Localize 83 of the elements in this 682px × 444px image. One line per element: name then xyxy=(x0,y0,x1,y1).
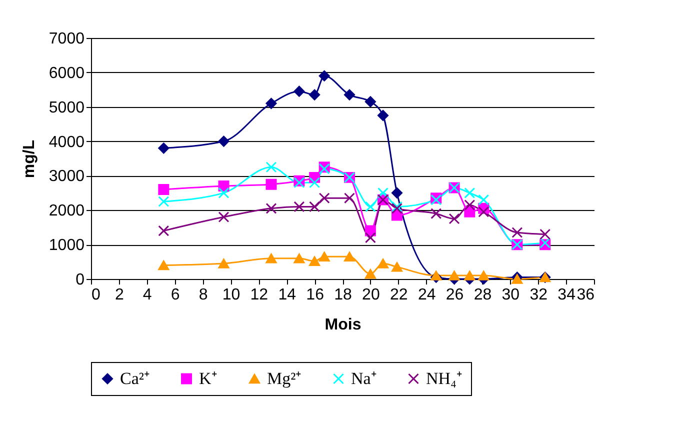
point xyxy=(364,96,376,108)
point xyxy=(158,184,170,195)
point xyxy=(378,110,389,121)
point xyxy=(218,212,230,223)
point xyxy=(464,270,476,280)
x-tick-label: 8 xyxy=(198,286,208,304)
point xyxy=(218,258,230,268)
point xyxy=(294,201,305,212)
y-tick-label: 6000 xyxy=(48,64,85,82)
point xyxy=(318,252,330,262)
point xyxy=(158,142,170,154)
legend-label: NH₄⁺ xyxy=(426,368,462,388)
legend-label: K⁺ xyxy=(199,368,218,388)
x-tick-label: 6 xyxy=(170,286,180,304)
y-axis-title: mg/L xyxy=(20,140,38,178)
point xyxy=(512,274,523,284)
x-tick-label: 18 xyxy=(334,286,352,304)
legend-label: Ca²⁺ xyxy=(120,368,150,388)
point xyxy=(266,253,277,264)
y-tick-label: 0 xyxy=(76,272,85,288)
point xyxy=(294,253,305,264)
y-tick-label: 2000 xyxy=(48,202,85,220)
point xyxy=(309,177,320,188)
legend-label: Na⁺ xyxy=(351,368,377,388)
point xyxy=(309,201,320,212)
x-tick-label: 0 xyxy=(92,286,100,304)
point xyxy=(464,199,476,210)
point xyxy=(464,187,476,198)
x-tick-label: 34 xyxy=(558,286,576,304)
point xyxy=(158,225,170,236)
y-tick-label: 5000 xyxy=(48,99,85,116)
point xyxy=(448,213,460,224)
point xyxy=(540,228,551,240)
point xyxy=(266,178,277,190)
point xyxy=(364,201,376,212)
x-tick-label: 26 xyxy=(446,286,464,304)
point xyxy=(378,258,389,268)
point xyxy=(344,89,355,100)
x-tick-label: 20 xyxy=(362,286,380,304)
point xyxy=(392,262,402,272)
point xyxy=(512,227,523,238)
point xyxy=(218,136,230,147)
point xyxy=(318,192,330,204)
point xyxy=(364,232,376,244)
x-tick-label: 10 xyxy=(222,286,240,304)
point xyxy=(430,270,442,280)
point xyxy=(448,270,460,280)
x-tick-label: 22 xyxy=(390,286,408,304)
x-tick-label: 28 xyxy=(474,286,492,304)
point xyxy=(378,187,389,198)
y-tick-label: 1000 xyxy=(48,237,85,254)
legend-label: Mg²⁺ xyxy=(267,368,302,388)
point xyxy=(266,162,277,173)
point xyxy=(294,86,305,97)
point xyxy=(430,208,442,220)
x-tick-label: 16 xyxy=(306,286,324,304)
point xyxy=(392,187,402,198)
point xyxy=(266,202,277,214)
point xyxy=(344,192,355,204)
y-tick-label: 7000 xyxy=(48,30,85,48)
x-tick-label: 32 xyxy=(530,286,548,304)
x-tick-label: 12 xyxy=(250,286,268,304)
x-tick-label: 4 xyxy=(142,286,152,304)
y-tick-label: 3000 xyxy=(48,168,85,186)
point xyxy=(218,187,230,198)
point xyxy=(309,256,320,266)
point xyxy=(266,98,277,109)
x-tick-label: 36 xyxy=(576,286,595,304)
point xyxy=(478,270,490,280)
point xyxy=(478,194,490,206)
x-tick-label: 30 xyxy=(502,286,520,304)
point xyxy=(158,196,170,208)
point xyxy=(364,268,376,279)
point xyxy=(344,252,355,262)
point xyxy=(158,260,170,270)
point xyxy=(318,70,330,82)
x-tick-label: 24 xyxy=(418,286,436,304)
point xyxy=(478,206,490,218)
x-tick-label: 2 xyxy=(114,286,124,304)
point xyxy=(309,89,320,100)
x-axis-title: Mois xyxy=(324,316,362,334)
x-tick-label: 14 xyxy=(278,286,296,304)
y-tick-label: 4000 xyxy=(48,134,85,151)
